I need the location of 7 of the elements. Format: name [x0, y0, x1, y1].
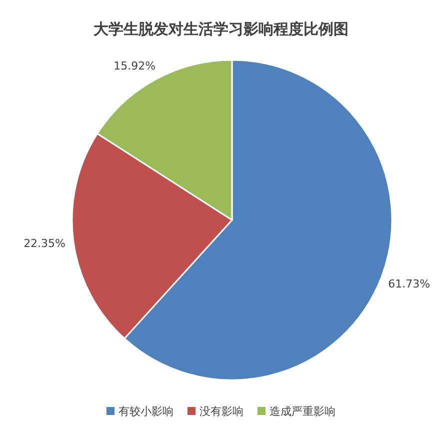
legend-label: 有较小影响 [118, 405, 174, 418]
legend-label: 造成严重影响 [270, 405, 336, 418]
chart-title: 大学生脱发对生活学习影响程度比例图 [94, 20, 348, 38]
data-label: 15.92% [114, 60, 156, 73]
legend-label: 没有影响 [200, 405, 244, 418]
data-label: 61.73% [388, 277, 430, 290]
data-label: 22.35% [24, 237, 66, 250]
